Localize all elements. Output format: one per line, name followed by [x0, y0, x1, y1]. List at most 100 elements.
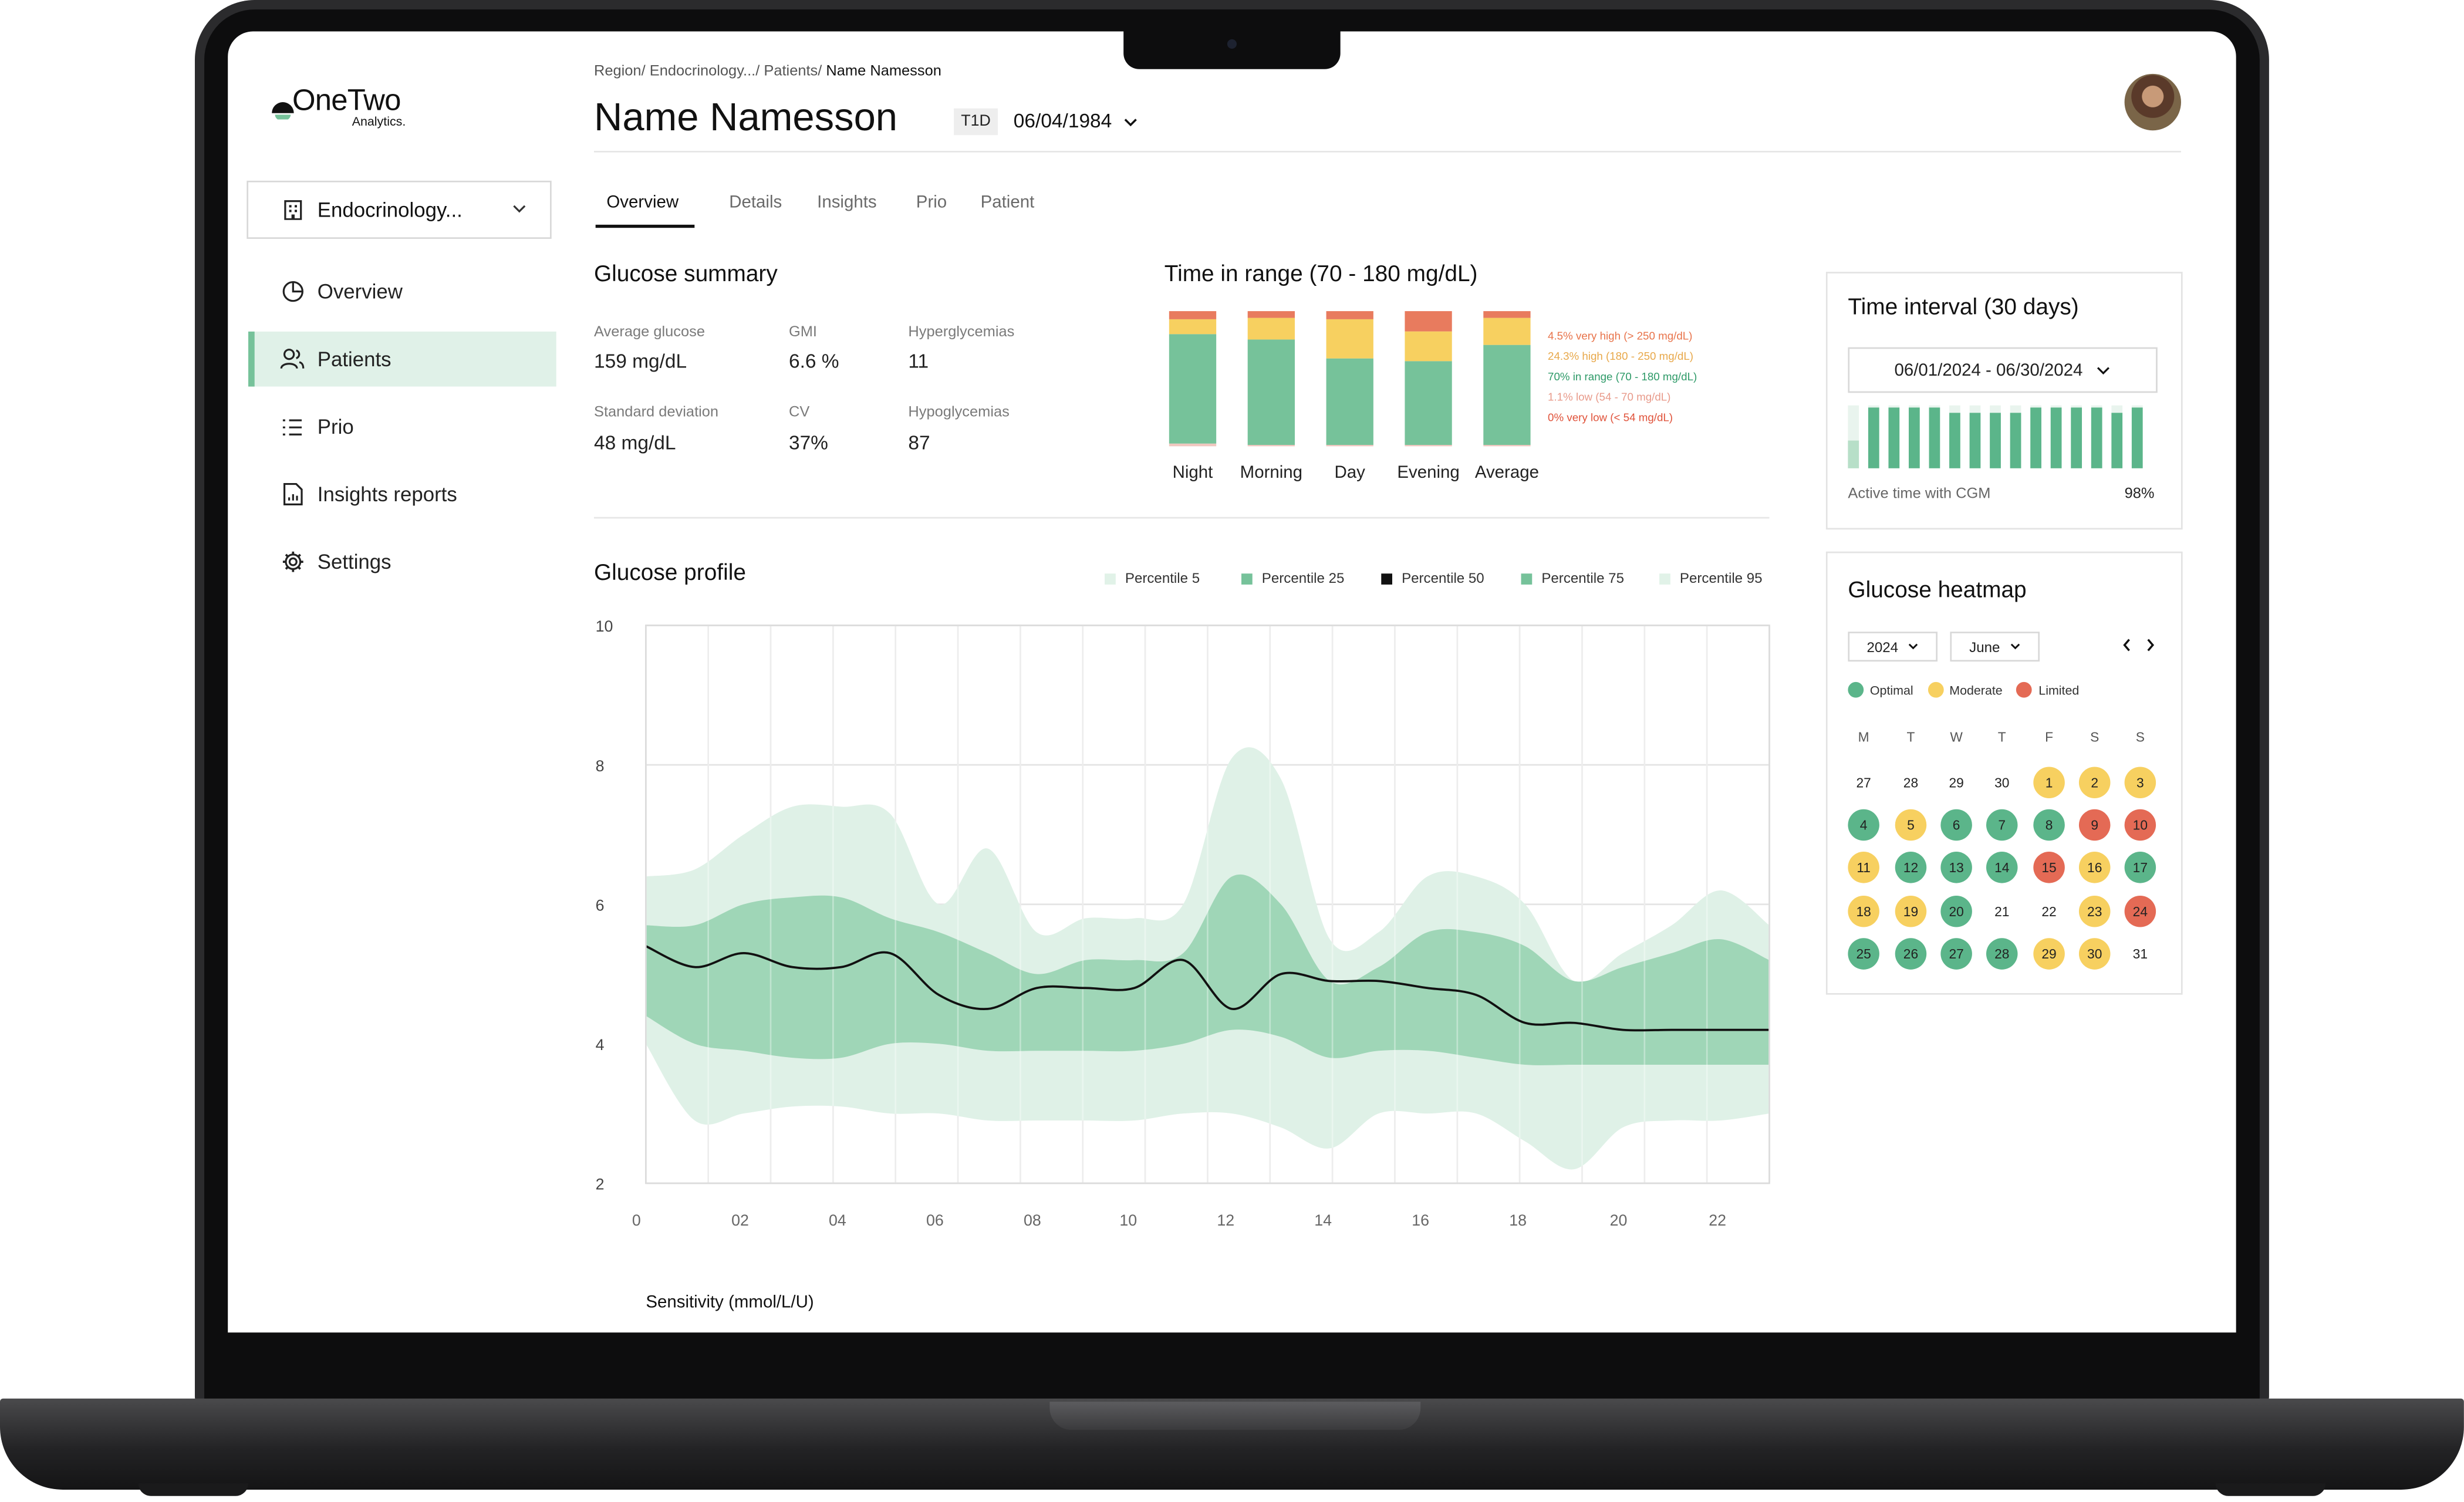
sidebar-item-settings[interactable]: Settings — [248, 534, 550, 589]
brand-logo[interactable]: OneTwo Analytics. — [270, 85, 443, 132]
tir-bar-segment-high[interactable] — [1247, 318, 1295, 340]
heatmap-day[interactable]: 30 — [1994, 774, 2010, 791]
department-select[interactable]: Endocrinology... — [247, 180, 552, 239]
tir-bar-segment-very-high[interactable] — [1247, 311, 1295, 318]
tir-bar-segment-very-high[interactable] — [1326, 311, 1373, 319]
heatmap-day[interactable]: 18 — [1848, 895, 1879, 927]
camera-notch — [1123, 31, 1341, 69]
heatmap-day[interactable]: 19 — [1895, 895, 1927, 927]
heatmap-day[interactable]: 17 — [2124, 852, 2156, 884]
month-select[interactable]: June — [1950, 632, 2040, 662]
heatmap-day[interactable]: 27 — [1940, 937, 1972, 970]
heatmap-day[interactable]: 20 — [1940, 895, 1972, 927]
cgm-day-bar[interactable] — [1990, 413, 2001, 468]
heatmap-day[interactable]: 9 — [2078, 809, 2111, 841]
tab-prio[interactable]: Prio — [916, 193, 947, 212]
tir-bar-segment-very-low[interactable] — [1169, 443, 1217, 447]
heatmap-day[interactable]: 25 — [1848, 937, 1879, 970]
heatmap-day[interactable]: 14 — [1986, 852, 2018, 884]
tir-bar-segment-very-low[interactable] — [1483, 445, 1531, 447]
heatmap-day[interactable]: 1 — [2033, 767, 2065, 799]
year-select[interactable]: 2024 — [1848, 632, 1938, 662]
heatmap-day[interactable]: 26 — [1895, 937, 1927, 970]
dob-select[interactable]: 06/04/1984 — [1014, 110, 1138, 132]
heatmap-day[interactable]: 16 — [2078, 852, 2111, 884]
tir-bar-segment-in-range[interactable] — [1483, 345, 1531, 445]
tab-overview[interactable]: Overview — [606, 193, 679, 212]
sidebar-item-insights-reports[interactable]: Insights reports — [248, 467, 550, 522]
heatmap-day[interactable]: 31 — [2132, 946, 2148, 961]
x-tick-label: 14 — [1314, 1211, 1332, 1229]
cgm-day-bar[interactable] — [2010, 413, 2021, 468]
x-tick-label: 0 — [632, 1211, 641, 1229]
heatmap-day[interactable]: 13 — [1940, 852, 1972, 884]
cgm-day-bar[interactable] — [1949, 413, 1960, 468]
heatmap-day[interactable]: 5 — [1895, 809, 1927, 841]
tir-bar-segment-very-high[interactable] — [1483, 311, 1531, 318]
tir-bar-segment-in-range[interactable] — [1326, 358, 1373, 445]
cgm-day-bar[interactable] — [2111, 413, 2123, 468]
tir-bar-segment-high[interactable] — [1405, 331, 1452, 362]
sidebar-item-prio[interactable]: Prio — [248, 399, 550, 454]
heatmap-day[interactable]: 28 — [1986, 937, 2018, 970]
heatmap-day[interactable]: 27 — [1856, 774, 1871, 791]
heatmap-day[interactable]: 28 — [1903, 774, 1919, 791]
cgm-day-bar[interactable] — [2071, 407, 2082, 468]
cgm-day-bar[interactable] — [2030, 407, 2041, 468]
sidebar-item-overview[interactable]: Overview — [248, 264, 550, 319]
heatmap-day[interactable]: 22 — [2041, 903, 2057, 919]
cgm-day-bar[interactable] — [2091, 407, 2102, 468]
heatmap-day[interactable]: 7 — [1986, 809, 2018, 841]
heatmap-day[interactable]: 29 — [2033, 937, 2065, 970]
heatmap-day[interactable]: 4 — [1848, 809, 1879, 841]
tir-bar-segment-very-high[interactable] — [1405, 311, 1452, 332]
chevron-left-icon[interactable] — [2121, 638, 2132, 652]
sidebar-item-patients[interactable]: Patients — [248, 331, 556, 387]
cgm-day-bar[interactable] — [1868, 407, 1879, 468]
tir-bar-segment-high[interactable] — [1169, 319, 1217, 335]
heatmap-day[interactable]: 8 — [2033, 809, 2065, 841]
heatmap-day[interactable]: 3 — [2124, 767, 2156, 799]
cgm-day-bar[interactable] — [1848, 440, 1859, 468]
tir-bar-segment-very-low[interactable] — [1247, 445, 1295, 447]
tab-patient[interactable]: Patient — [980, 193, 1035, 212]
tab-details[interactable]: Details — [729, 193, 782, 212]
cgm-day-bar[interactable] — [1969, 413, 1981, 468]
heatmap-day[interactable]: 2 — [2078, 767, 2111, 799]
cgm-day-bar[interactable] — [1888, 407, 1900, 468]
heatmap-day[interactable]: 23 — [2078, 895, 2111, 927]
heatmap-day[interactable]: 29 — [1949, 774, 1964, 791]
tab-insights[interactable]: Insights — [817, 193, 877, 212]
heatmap-day[interactable]: 24 — [2124, 895, 2156, 927]
tir-bar-segment-very-low[interactable] — [1326, 445, 1373, 447]
heatmap-day[interactable]: 10 — [2124, 809, 2156, 841]
breadcrumb-patients[interactable]: Patients/ — [764, 63, 822, 80]
breadcrumb-region[interactable]: Region/ — [593, 63, 646, 80]
cgm-day-bar[interactable] — [1908, 407, 1920, 468]
avatar[interactable] — [2124, 73, 2181, 131]
cgm-day-bar[interactable] — [2050, 407, 2062, 468]
heatmap-day[interactable]: 21 — [1994, 903, 2010, 919]
tir-bar-segment-in-range[interactable] — [1405, 361, 1452, 445]
heatmap-day[interactable]: 11 — [1848, 852, 1879, 884]
list-icon — [280, 414, 305, 439]
cgm-day-bar[interactable] — [2131, 407, 2143, 468]
tir-bar-segment-in-range[interactable] — [1247, 339, 1295, 445]
chevron-right-icon[interactable] — [2145, 638, 2156, 652]
tir-bar-segment-very-high[interactable] — [1169, 311, 1217, 319]
tir-bar-segment-high[interactable] — [1483, 318, 1531, 345]
heatmap-day[interactable]: 12 — [1895, 852, 1927, 884]
legend-label: Limited — [2038, 683, 2080, 697]
tir-bar-segment-very-low[interactable] — [1405, 445, 1452, 447]
heatmap-day[interactable]: 15 — [2033, 852, 2065, 884]
heatmap-day[interactable]: 30 — [2078, 937, 2111, 970]
cgm-day-bar[interactable] — [1929, 407, 1940, 468]
heatmap-day[interactable]: 6 — [1940, 809, 1972, 841]
breadcrumb-department[interactable]: Endocrinology.../ — [649, 63, 760, 80]
tir-bar-segment-high[interactable] — [1326, 319, 1373, 359]
date-range-select[interactable]: 06/01/2024 - 06/30/2024 — [1848, 347, 2158, 393]
tir-bar-segment-in-range[interactable] — [1169, 334, 1217, 444]
tir-legend-high: 24.3% high (180 - 250 mg/dL) — [1548, 352, 1694, 363]
tir-legend-very-low: 0% very low (< 54 mg/dL) — [1548, 413, 1673, 424]
time-in-range-title: Time in range (70 - 180 mg/dL) — [1164, 262, 1478, 288]
